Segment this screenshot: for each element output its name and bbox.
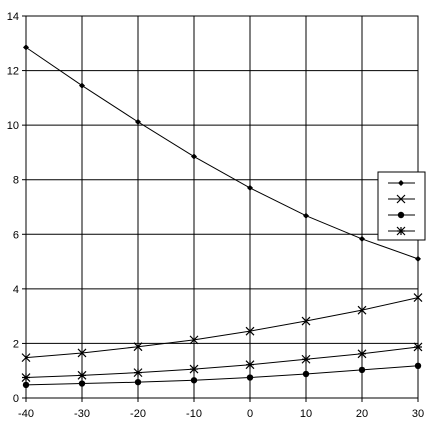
legend — [377, 171, 426, 241]
circle-marker — [190, 377, 198, 384]
circle-marker — [397, 211, 405, 219]
circle-marker — [302, 370, 310, 378]
circle-marker — [22, 381, 30, 389]
x-marker — [413, 293, 423, 303]
circle-marker — [414, 362, 422, 370]
circle-marker — [78, 380, 86, 387]
star-marker — [413, 342, 423, 352]
grid-lines — [22, 15, 419, 402]
x-marker — [301, 316, 311, 326]
x-tick-label: 20 — [356, 408, 368, 420]
diamond-marker — [359, 235, 365, 242]
y-tick-label: 0 — [13, 393, 19, 405]
x-axis-ticks: -40 -30 -20 -10 0 10 20 30 — [18, 408, 424, 420]
x-marker — [21, 353, 31, 363]
star-marker — [21, 373, 31, 382]
star-marker — [133, 368, 143, 378]
x-tick-label: 10 — [300, 408, 312, 420]
x-tick-label: -30 — [74, 408, 90, 420]
x-tick-label: -10 — [186, 408, 202, 420]
y-tick-label: 6 — [13, 229, 19, 241]
y-tick-label: 8 — [13, 175, 19, 187]
y-tick-label: 4 — [13, 284, 19, 296]
legend-item-2 — [388, 194, 415, 204]
diamond-marker — [398, 180, 404, 186]
star-marker — [189, 364, 199, 374]
diamond-marker — [303, 212, 309, 219]
x-marker — [245, 326, 255, 336]
y-axis-ticks: 0 2 4 6 8 10 12 14 — [7, 11, 19, 405]
series-line — [25, 297, 419, 359]
diamond-marker — [23, 44, 29, 51]
series-line — [25, 46, 419, 260]
x-tick-label: 0 — [247, 408, 253, 420]
circle-marker — [134, 378, 142, 386]
series-3 — [22, 362, 422, 389]
circle-marker — [246, 374, 254, 381]
y-tick-label: 14 — [7, 11, 19, 23]
star-marker — [357, 349, 367, 359]
x-marker — [133, 342, 143, 352]
x-marker — [77, 348, 87, 358]
legend-item-4 — [388, 226, 415, 236]
series-2 — [21, 293, 423, 363]
x-marker — [357, 305, 367, 315]
legend-item-3 — [388, 211, 415, 219]
y-tick-label: 10 — [7, 120, 19, 132]
series-1 — [23, 44, 421, 262]
diamond-marker — [191, 153, 197, 160]
series-line — [25, 346, 419, 379]
x-marker — [396, 194, 406, 204]
legend-item-1 — [388, 180, 415, 186]
x-tick-label: -40 — [18, 408, 34, 420]
star-marker — [245, 360, 255, 370]
star-marker — [301, 354, 311, 364]
x-marker — [189, 335, 199, 345]
x-tick-label: 30 — [412, 408, 424, 420]
series-line — [25, 365, 419, 386]
diamond-marker — [247, 184, 253, 191]
y-tick-label: 2 — [13, 338, 19, 350]
plot-area-border — [25, 15, 419, 399]
star-marker — [396, 226, 406, 236]
circle-marker — [358, 366, 366, 374]
diamond-marker — [135, 118, 141, 125]
diamond-marker — [415, 255, 421, 262]
y-tick-label: 12 — [7, 66, 19, 78]
x-tick-label: -20 — [130, 408, 146, 420]
star-marker — [77, 370, 87, 380]
series-4 — [21, 342, 423, 382]
series-group — [21, 44, 423, 389]
diamond-marker — [79, 82, 85, 89]
